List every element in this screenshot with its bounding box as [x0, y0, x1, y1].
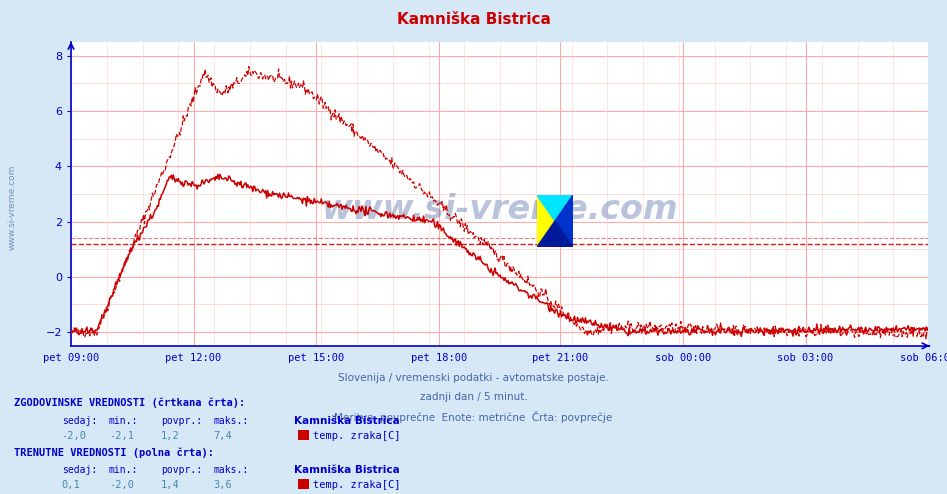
Polygon shape: [537, 221, 573, 247]
Text: TRENUTNE VREDNOSTI (polna črta):: TRENUTNE VREDNOSTI (polna črta):: [14, 448, 214, 458]
Text: temp. zraka[C]: temp. zraka[C]: [313, 431, 400, 441]
Text: pet 18:00: pet 18:00: [411, 353, 467, 363]
Text: maks.:: maks.:: [213, 416, 248, 426]
Text: pet 09:00: pet 09:00: [43, 353, 99, 363]
Text: -2,0: -2,0: [62, 431, 86, 441]
Text: -2,1: -2,1: [109, 431, 134, 441]
Text: sob 06:00: sob 06:00: [900, 353, 947, 363]
Text: Meritve: povprečne  Enote: metrične  Črta: povprečje: Meritve: povprečne Enote: metrične Črta:…: [334, 411, 613, 422]
Text: maks.:: maks.:: [213, 465, 248, 475]
Text: pet 12:00: pet 12:00: [166, 353, 222, 363]
Polygon shape: [537, 195, 573, 221]
Text: www.si-vreme.com: www.si-vreme.com: [8, 165, 17, 250]
Text: temp. zraka[C]: temp. zraka[C]: [313, 480, 400, 490]
Text: sedaj:: sedaj:: [62, 465, 97, 475]
Text: sedaj:: sedaj:: [62, 416, 97, 426]
Text: min.:: min.:: [109, 465, 138, 475]
Text: povpr.:: povpr.:: [161, 416, 202, 426]
Text: 3,6: 3,6: [213, 480, 232, 490]
Text: Kamniška Bistrica: Kamniška Bistrica: [294, 465, 400, 475]
Text: min.:: min.:: [109, 416, 138, 426]
Text: 1,4: 1,4: [161, 480, 180, 490]
Text: povpr.:: povpr.:: [161, 465, 202, 475]
Text: 0,1: 0,1: [62, 480, 80, 490]
Text: pet 21:00: pet 21:00: [532, 353, 588, 363]
Text: zadnji dan / 5 minut.: zadnji dan / 5 minut.: [420, 392, 527, 402]
Polygon shape: [555, 195, 573, 247]
Text: Kamniška Bistrica: Kamniška Bistrica: [397, 12, 550, 27]
Text: www.si-vreme.com: www.si-vreme.com: [321, 193, 678, 226]
Text: ZGODOVINSKE VREDNOSTI (črtkana črta):: ZGODOVINSKE VREDNOSTI (črtkana črta):: [14, 397, 245, 408]
Text: sob 00:00: sob 00:00: [654, 353, 711, 363]
Text: Slovenija / vremenski podatki - avtomatske postaje.: Slovenija / vremenski podatki - avtomats…: [338, 373, 609, 383]
Text: pet 15:00: pet 15:00: [288, 353, 345, 363]
Text: Kamniška Bistrica: Kamniška Bistrica: [294, 416, 400, 426]
Text: 1,2: 1,2: [161, 431, 180, 441]
Polygon shape: [537, 195, 555, 247]
Text: -2,0: -2,0: [109, 480, 134, 490]
Text: 7,4: 7,4: [213, 431, 232, 441]
Text: sob 03:00: sob 03:00: [777, 353, 833, 363]
